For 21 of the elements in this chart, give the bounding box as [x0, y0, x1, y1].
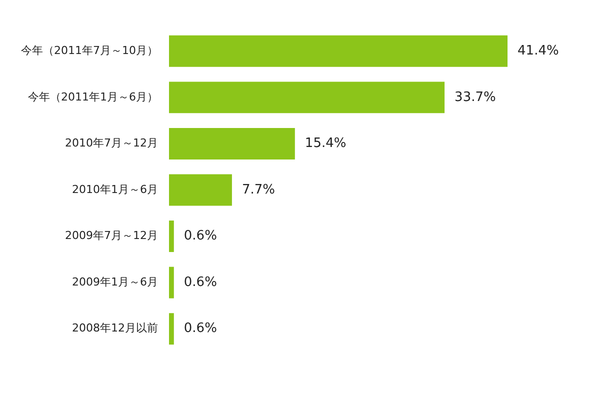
y-tick-label: 2010年1月～6月	[72, 182, 158, 196]
y-tick-label: 2008年12月以前	[72, 322, 158, 335]
bar	[168, 128, 295, 160]
bar	[168, 266, 174, 298]
data-label: 33.7%	[454, 90, 496, 105]
data-label: 0.6%	[184, 228, 217, 244]
y-tick-label: 2009年7月～12月	[64, 229, 158, 242]
y-tick-label: 今年（2011年7月～10月）	[20, 44, 158, 57]
bar	[168, 174, 232, 206]
data-label: 7.7%	[242, 182, 275, 198]
bar	[168, 313, 174, 345]
data-label: 41.4%	[518, 44, 559, 59]
y-tick-label: 2010年7月～12月	[64, 136, 158, 150]
data-label: 0.6%	[184, 321, 217, 336]
bar	[168, 35, 508, 67]
y-tick-label: 今年（2011年1月～6月）	[28, 90, 158, 104]
y-tick-label: 2009年1月～6月	[72, 275, 158, 288]
bar	[168, 82, 445, 114]
data-label: 15.4%	[304, 136, 346, 152]
bar	[168, 220, 174, 252]
data-label: 0.6%	[184, 274, 217, 290]
